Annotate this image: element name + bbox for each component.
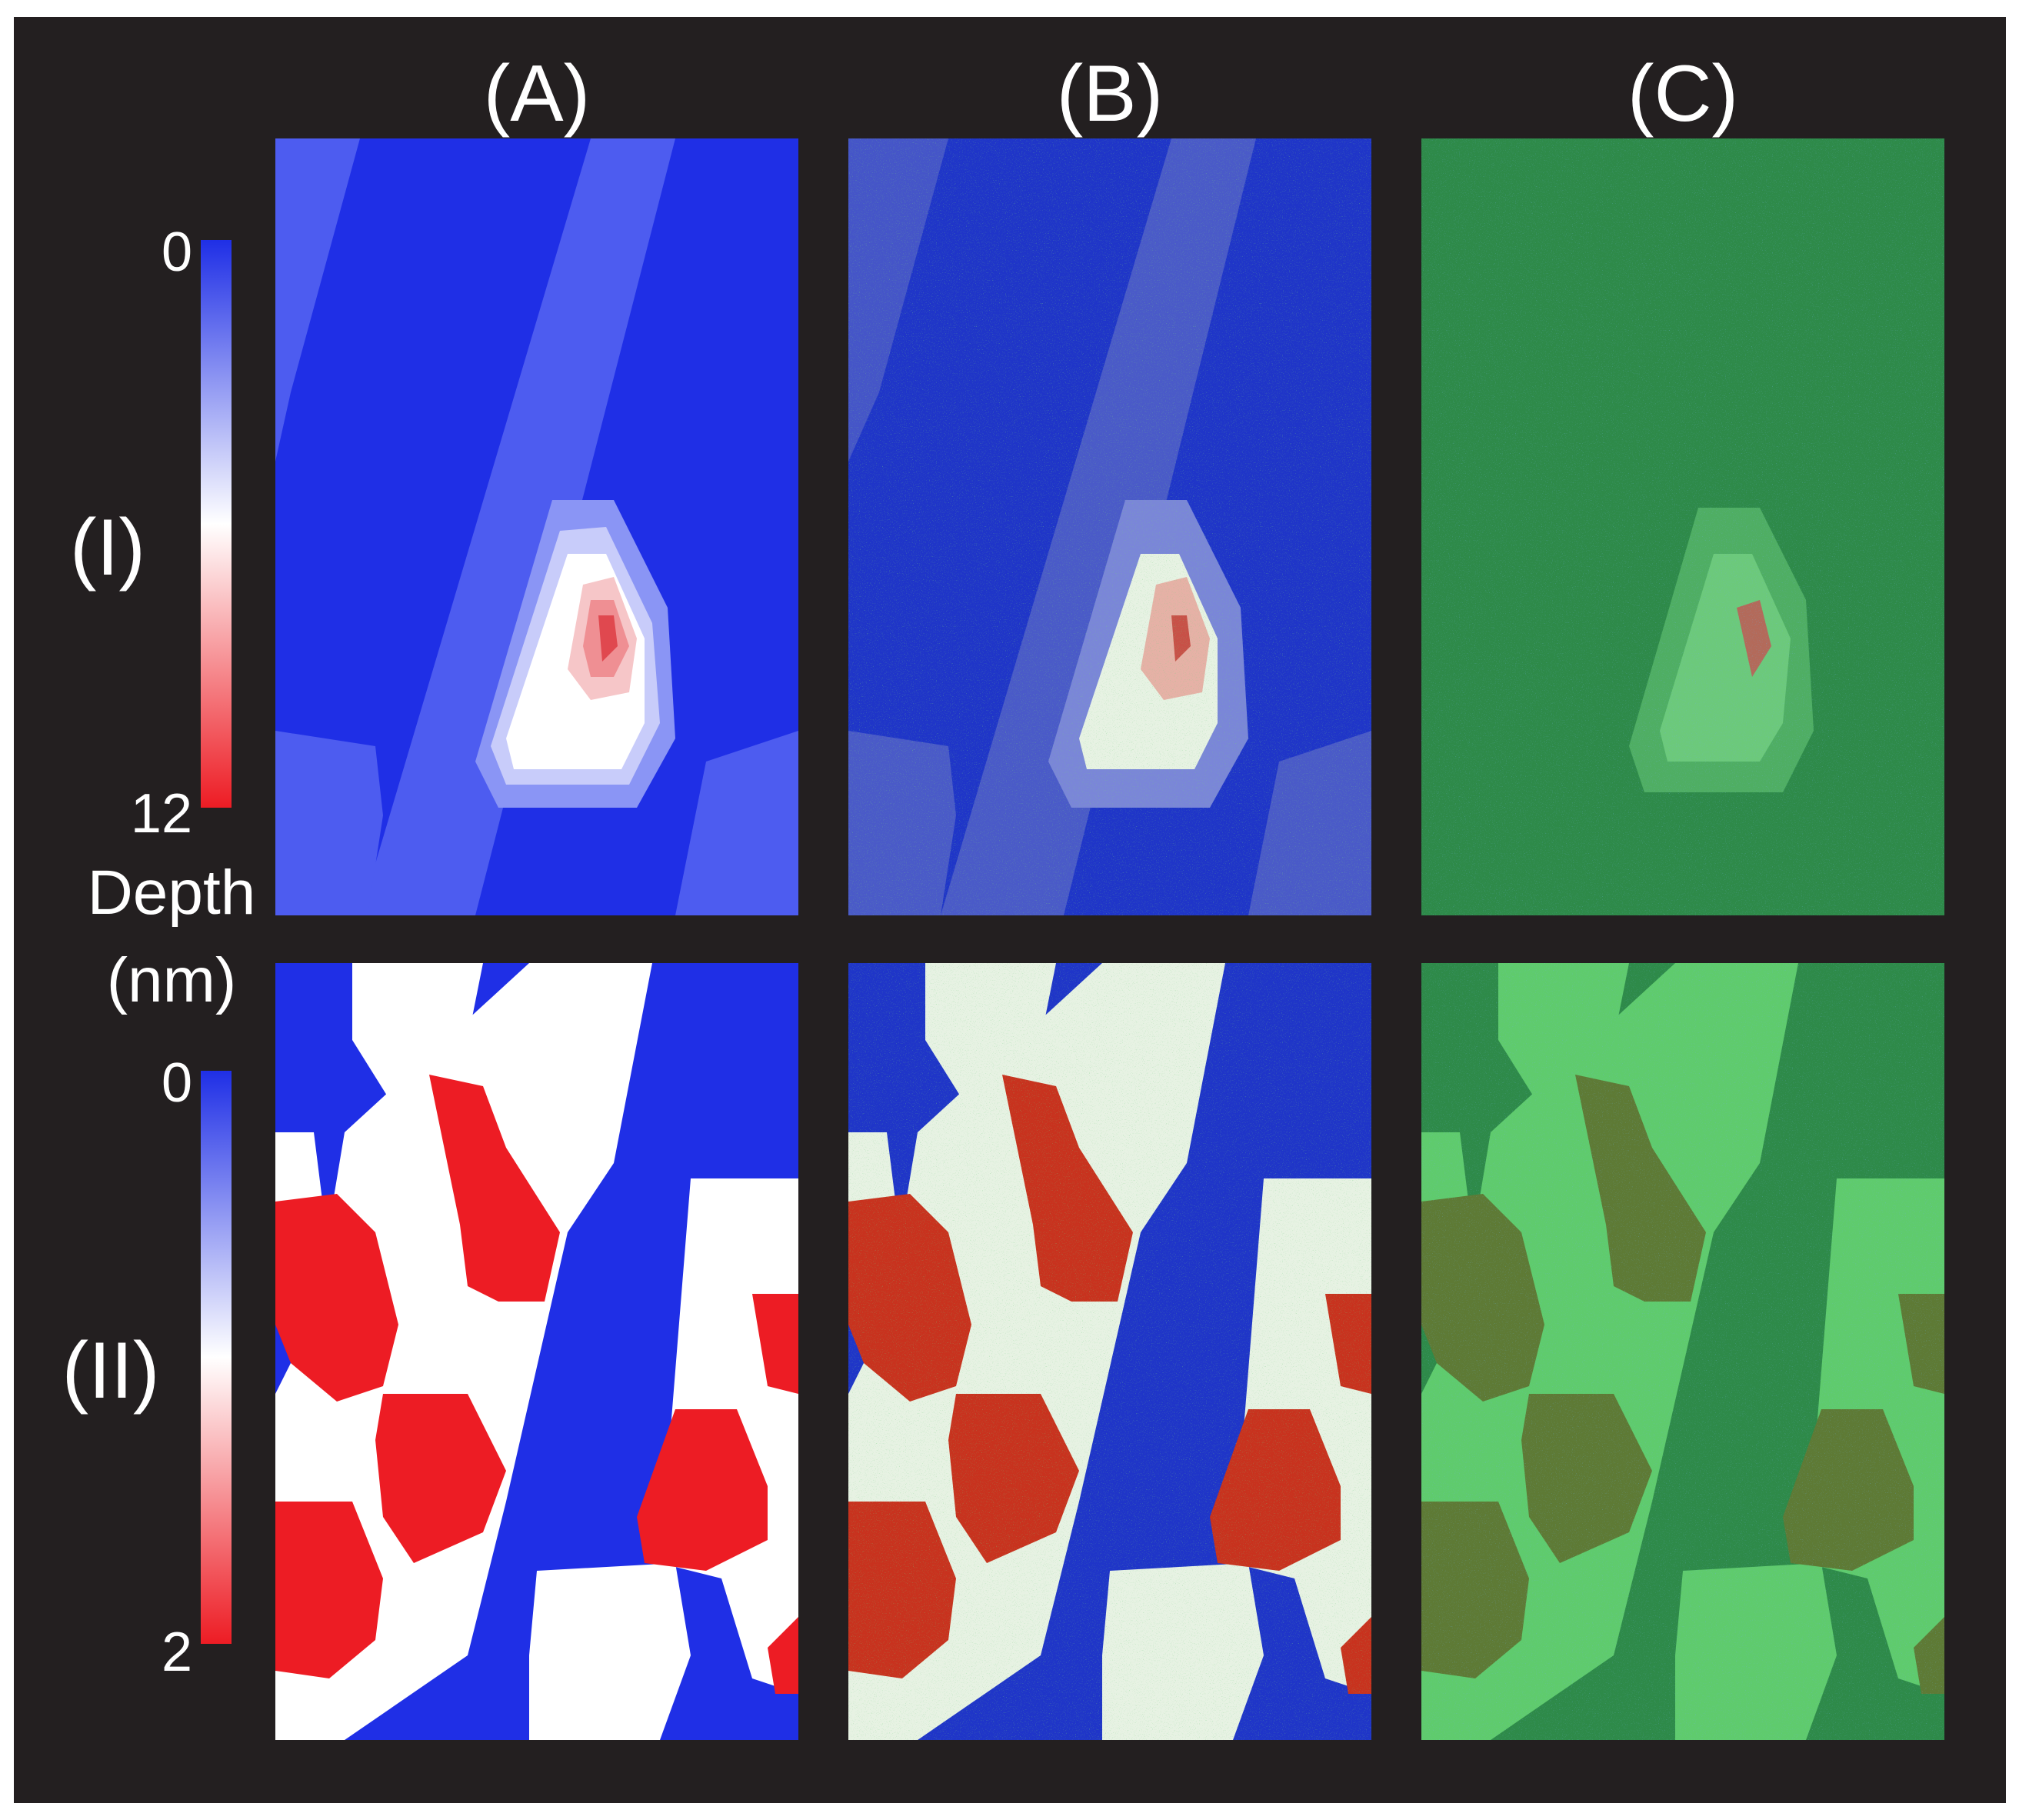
depth-label-line2: (nm)	[106, 945, 237, 1015]
colorbar-ii-top-label: 0	[161, 1052, 192, 1114]
colorbar-row-ii	[201, 1071, 232, 1644]
panel-ii-c	[1421, 963, 1944, 1740]
panel-ii-b-image	[848, 963, 1371, 1740]
figure-panel: (A) (B) (C) (I) (II) 0 12 Depth (nm) 0 2	[14, 17, 2006, 1803]
panel-i-a	[275, 138, 798, 915]
column-label-a: (A)	[483, 49, 591, 138]
panel-ii-c-image	[1421, 963, 1944, 1740]
row-label-i: (I)	[69, 503, 146, 592]
panel-ii-b	[848, 963, 1371, 1740]
panel-i-c	[1421, 138, 1944, 915]
colorbar-i-bottom-label: 12	[130, 783, 192, 845]
panel-i-b	[848, 138, 1371, 915]
colorbar-ii-bottom-label: 2	[161, 1622, 192, 1683]
depth-label-line1: Depth	[87, 858, 256, 928]
row-label-ii: (II)	[62, 1326, 160, 1415]
panel-ii-a-image	[275, 963, 798, 1740]
panel-i-c-image	[1421, 138, 1944, 915]
panel-i-b-image	[848, 138, 1371, 915]
colorbar-row-i	[201, 240, 232, 808]
panel-ii-a	[275, 963, 798, 1740]
column-label-c: (C)	[1627, 49, 1739, 138]
column-label-b: (B)	[1056, 49, 1164, 138]
colorbar-i-top-label: 0	[161, 222, 192, 283]
panel-i-a-image	[275, 138, 798, 915]
